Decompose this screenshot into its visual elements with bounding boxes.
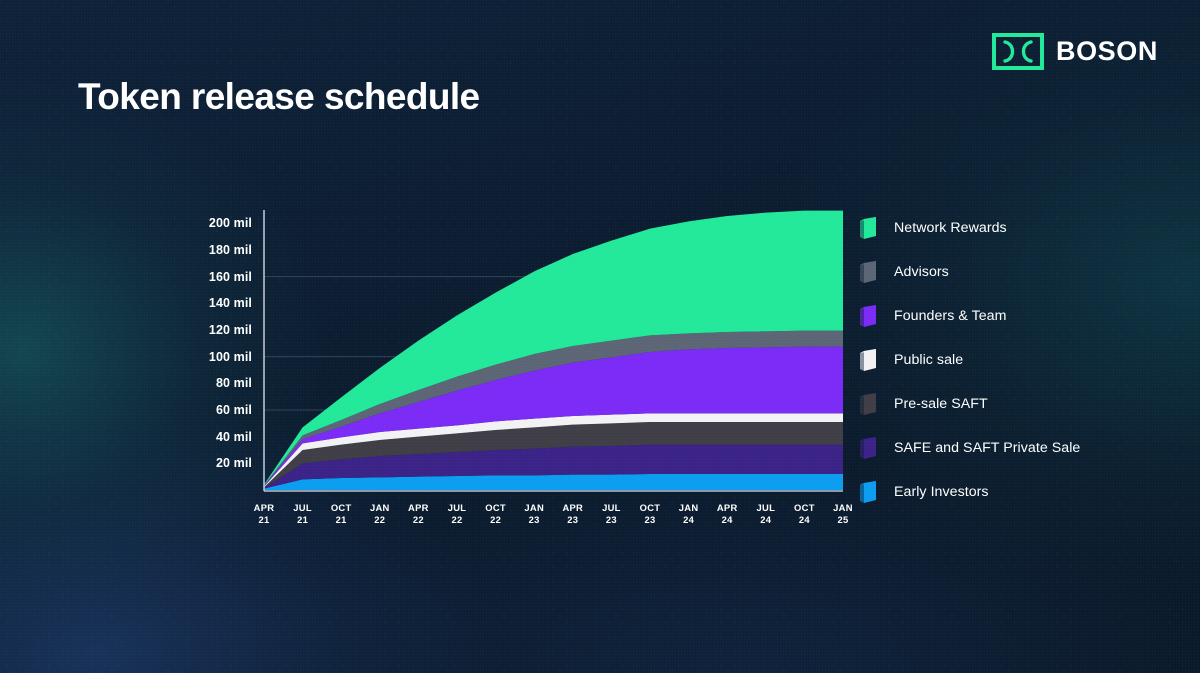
legend-item-label: Early Investors bbox=[894, 484, 989, 500]
area-series-safe-and-saft-private-sale bbox=[264, 444, 843, 489]
cube-swatch-icon bbox=[860, 480, 880, 504]
area-series-founders-team bbox=[264, 346, 843, 487]
legend-item-label: Public sale bbox=[894, 352, 964, 368]
legend-item[interactable]: Founders & Team bbox=[860, 294, 1080, 338]
page-title: Token release schedule bbox=[78, 76, 480, 117]
legend-item-label: Pre-sale SAFT bbox=[894, 396, 988, 412]
x-axis-tick-label: JAN 24 bbox=[678, 502, 699, 525]
cube-swatch-icon bbox=[860, 392, 880, 416]
x-axis-tick-label: APR 21 bbox=[253, 502, 275, 525]
area-series-early-investors bbox=[264, 474, 843, 490]
legend-item[interactable]: SAFE and SAFT Private Sale bbox=[860, 426, 1080, 470]
x-axis-tick-label: OCT 24 bbox=[794, 502, 815, 525]
y-axis-tick-label: 100 mil bbox=[208, 349, 252, 364]
x-axis-tick-label: OCT 21 bbox=[330, 502, 352, 525]
legend-item[interactable]: Public sale bbox=[860, 338, 1080, 382]
cube-swatch-icon bbox=[860, 260, 880, 284]
y-axis-tick-label: 80 mil bbox=[215, 376, 252, 391]
x-axis-tick-label: JUL 24 bbox=[756, 502, 776, 525]
legend-item-label: Founders & Team bbox=[894, 308, 1007, 324]
legend-item[interactable]: Early Investors bbox=[860, 470, 1080, 514]
brand-logo: BOSON bbox=[991, 33, 1158, 70]
cube-swatch-icon bbox=[860, 304, 880, 328]
x-axis-tick-label: JUL 22 bbox=[447, 502, 467, 525]
legend-item-label: Network Rewards bbox=[894, 220, 1007, 236]
chart-legend: Network Rewards Advisors Founders & Team Pu… bbox=[860, 206, 1080, 514]
x-axis-tick-label: OCT 23 bbox=[639, 502, 661, 525]
y-axis-tick-label: 160 mil bbox=[208, 269, 252, 284]
area-series-pre-sale-saft bbox=[264, 422, 843, 488]
brand-name: BOSON bbox=[1055, 36, 1158, 66]
area-series-advisors bbox=[264, 330, 843, 486]
y-axis-tick-label: 140 mil bbox=[208, 296, 252, 311]
area-series-public-sale bbox=[264, 413, 843, 488]
x-axis-tick-label: OCT 22 bbox=[485, 502, 506, 525]
legend-item[interactable]: Advisors bbox=[860, 250, 1080, 294]
y-axis-tick-label: 20 mil bbox=[215, 456, 252, 471]
y-axis-tick-label: 180 mil bbox=[208, 243, 252, 257]
x-axis-tick-label: JAN 23 bbox=[524, 502, 545, 525]
boson-wave-logo-icon bbox=[991, 33, 1044, 70]
area-series-network-rewards bbox=[264, 210, 843, 486]
x-axis-tick-label: APR 24 bbox=[716, 502, 738, 525]
y-axis-tick-label: 40 mil bbox=[215, 429, 252, 444]
cube-swatch-icon bbox=[860, 216, 880, 240]
cube-swatch-icon bbox=[860, 436, 880, 460]
x-axis-tick-label: JAN 22 bbox=[369, 502, 390, 525]
y-axis-tick-label: 60 mil bbox=[215, 403, 252, 417]
x-axis-tick-label: JUL 21 bbox=[293, 502, 312, 525]
legend-item[interactable]: Pre-sale SAFT bbox=[860, 382, 1080, 426]
legend-item-label: Advisors bbox=[894, 264, 949, 280]
x-axis-tick-label: JAN 25 bbox=[833, 502, 853, 525]
y-axis-tick-label: 200 mil bbox=[208, 216, 252, 231]
legend-item-label: SAFE and SAFT Private Sale bbox=[894, 440, 1081, 456]
cube-swatch-icon bbox=[860, 348, 880, 372]
x-axis-tick-label: JUL 23 bbox=[602, 502, 621, 525]
x-axis-tick-label: APR 23 bbox=[562, 502, 584, 525]
y-axis-tick-label: 120 mil bbox=[208, 323, 252, 337]
legend-item[interactable]: Network Rewards bbox=[860, 206, 1080, 250]
x-axis-tick-label: APR 22 bbox=[408, 502, 429, 525]
